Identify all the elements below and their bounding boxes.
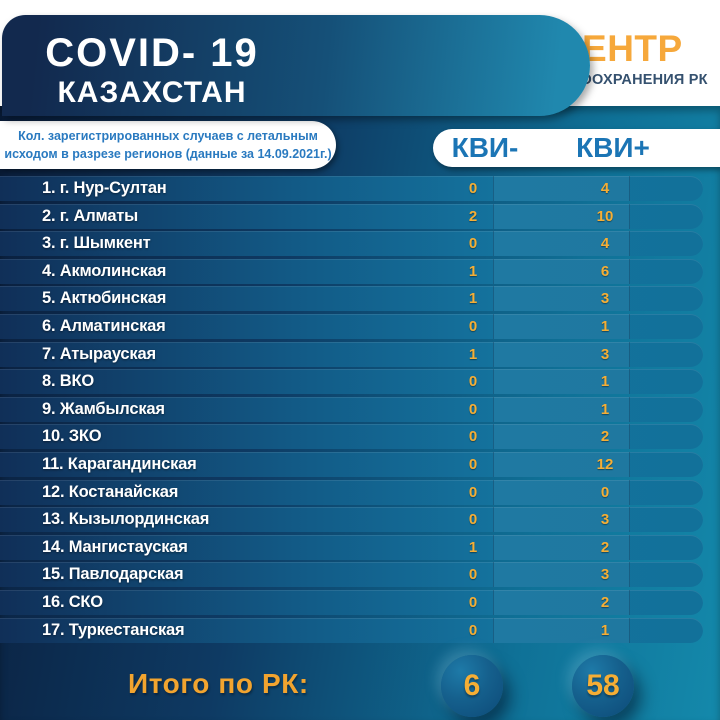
covid-19-kazakhstan-badge: COVID- 19 КАЗАХСТАН <box>2 15 590 116</box>
table-row: 4. Акмолинская 1 6 <box>0 258 703 284</box>
table-row: 15. Павлодарская 0 3 <box>0 562 703 588</box>
kvi-plus-value: 3 <box>600 290 610 308</box>
region-label: 3. г. Шымкент <box>42 234 151 253</box>
kvi-minus-value: 0 <box>468 455 478 473</box>
kvi-minus-value: 0 <box>468 428 478 446</box>
table-row: 3. г. Шымкент 0 4 <box>0 231 703 257</box>
region-label: 17. Туркестанская <box>42 620 185 639</box>
kvi-minus-value: 0 <box>468 400 478 418</box>
kvi-minus-value: 1 <box>468 345 478 363</box>
column-headers: КВИ- КВИ+ <box>433 129 720 167</box>
kvi-plus-value: 3 <box>600 511 610 529</box>
kvi-plus-value: 1 <box>600 621 610 639</box>
badge-country: КАЗАХСТАН <box>57 76 247 109</box>
info-label: Кол. зарегистрированных случаев с леталь… <box>0 121 336 169</box>
kvi-plus-value: 2 <box>600 538 610 556</box>
table-row: 17. Туркестанская 0 1 <box>0 617 703 643</box>
region-label: 13. Кызылординская <box>42 510 210 529</box>
region-label: 4. Акмолинская <box>42 261 167 280</box>
kvi-minus-value: 0 <box>468 373 478 391</box>
kvi-minus-value: 0 <box>468 621 478 639</box>
region-label: 6. Алматинская <box>42 316 166 335</box>
table-row: 7. Атырауская 1 3 <box>0 341 703 367</box>
region-label: 11. Карагандинская <box>42 454 197 473</box>
kvi-plus-value: 2 <box>600 428 610 446</box>
table-row: 16. СКО 0 2 <box>0 589 703 615</box>
kvi-minus-value: 1 <box>468 290 478 308</box>
kvi-plus-value: 12 <box>596 455 614 473</box>
kvi-minus-value: 0 <box>468 317 478 335</box>
region-label: 15. Павлодарская <box>42 565 184 584</box>
kvi-plus-value: 2 <box>600 593 610 611</box>
kvi-minus-value: 1 <box>468 538 478 556</box>
region-table: 1. г. Нур-Султан 0 4 2. г. Алматы 2 10 3… <box>0 176 720 645</box>
total-kvi-plus-badge: 58 <box>572 655 634 717</box>
region-label: 12. Костанайская <box>42 482 179 501</box>
table-row: 1. г. Нур-Султан 0 4 <box>0 176 703 201</box>
column-header-kvi-plus: КВИ+ <box>576 132 650 163</box>
table-row: 10. ЗКО 0 2 <box>0 424 703 450</box>
kvi-plus-value: 4 <box>600 180 610 197</box>
region-label: 9. Жамбылская <box>42 399 165 418</box>
region-label: 2. г. Алматы <box>42 206 139 225</box>
kvi-minus-value: 0 <box>468 235 478 253</box>
total-label: Итого по РК: <box>128 668 309 699</box>
region-label: 7. Атырауская <box>42 344 156 363</box>
kvi-minus-value: 2 <box>468 207 478 225</box>
region-label: 1. г. Нур-Султан <box>42 179 167 197</box>
region-label: 10. ЗКО <box>42 427 102 446</box>
table-row: 6. Алматинская 0 1 <box>0 313 703 339</box>
kvi-minus-value: 0 <box>468 180 478 197</box>
data-panel: Кол. зарегистрированных случаев с леталь… <box>0 106 720 720</box>
kvi-plus-value: 1 <box>600 317 610 335</box>
table-row: 11. Карагандинская 0 12 <box>0 451 703 477</box>
kvi-minus-value: 0 <box>468 566 478 584</box>
total-kvi-minus-badge: 6 <box>441 655 503 717</box>
table-row: 13. Кызылординская 0 3 <box>0 507 703 533</box>
total-kvi-plus-value: 58 <box>586 669 620 702</box>
kvi-plus-value: 1 <box>600 373 610 391</box>
region-label: 8. ВКО <box>42 372 94 391</box>
kvi-plus-value: 0 <box>600 483 610 501</box>
total-kvi-minus-value: 6 <box>463 669 481 702</box>
kvi-plus-value: 4 <box>600 235 610 253</box>
table-row: 12. Костанайская 0 0 <box>0 479 703 505</box>
kvi-plus-value: 1 <box>600 400 610 418</box>
region-label: 14. Мангистауская <box>42 537 188 556</box>
table-row: 8. ВКО 0 1 <box>0 369 703 395</box>
table-row: 14. Мангистауская 1 2 <box>0 534 703 560</box>
badge-title: COVID- 19 <box>45 31 259 75</box>
kvi-plus-value: 6 <box>600 262 610 280</box>
table-row: 9. Жамбылская 0 1 <box>0 396 703 422</box>
kvi-minus-value: 0 <box>468 593 478 611</box>
kvi-minus-value: 0 <box>468 511 478 529</box>
table-row: 5. Актюбинская 1 3 <box>0 286 703 312</box>
kvi-minus-value: 0 <box>468 483 478 501</box>
kvi-minus-value: 1 <box>468 262 478 280</box>
kvi-plus-value: 3 <box>600 345 610 363</box>
kvi-plus-value: 3 <box>600 566 610 584</box>
column-header-kvi-minus: КВИ- <box>451 132 519 163</box>
info-label-line1: Кол. зарегистрированных случаев с леталь… <box>18 128 318 143</box>
kvi-plus-value: 10 <box>596 207 614 225</box>
region-label: 5. Актюбинская <box>42 289 167 308</box>
region-label: 16. СКО <box>42 592 103 611</box>
table-row: 2. г. Алматы 2 10 <box>0 203 703 229</box>
info-label-line2: исходом в разрезе регионов (данные за 14… <box>4 147 332 161</box>
